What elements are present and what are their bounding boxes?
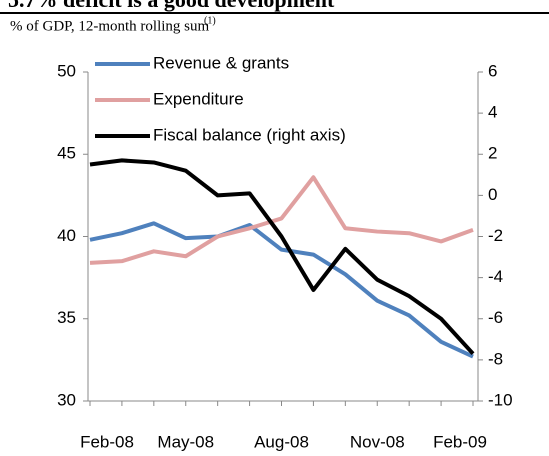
y-tick-label: 50 [57, 61, 76, 80]
x-tick-label: Aug-08 [254, 432, 309, 451]
y-tick-label: 45 [57, 144, 76, 163]
y2-tick-label: 0 [488, 185, 497, 204]
legend-label: Fiscal balance (right axis) [153, 125, 346, 144]
y2-tick-label: -8 [488, 349, 503, 368]
y2-tick-label: -2 [488, 226, 503, 245]
y2-tick-label: 6 [488, 61, 497, 80]
chart-title: 5.7% deficit is a good development [8, 0, 335, 12]
series-line [89, 175, 474, 265]
y2-tick-label: 4 [488, 103, 497, 122]
chart-subtitle: % of GDP, 12-month rolling sum [10, 18, 210, 34]
legend-label: Expenditure [153, 89, 244, 108]
y2-tick-label: -4 [488, 267, 503, 286]
series-line [89, 221, 474, 359]
y-tick-label: 40 [57, 226, 76, 245]
y-tick-label: 30 [57, 390, 76, 409]
y2-tick-label: -10 [488, 390, 513, 409]
x-tick-label: Nov-08 [350, 432, 405, 451]
x-tick-label: Feb-09 [433, 432, 487, 451]
subtitle-note: (1) [204, 15, 216, 26]
y2-tick-label: -6 [488, 308, 503, 327]
x-tick-label: Feb-08 [80, 432, 134, 451]
y-tick-label: 35 [57, 308, 76, 327]
y2-tick-label: 2 [488, 144, 497, 163]
series-line [89, 158, 475, 356]
legend-label: Revenue & grants [153, 53, 289, 72]
x-tick-label: May-08 [157, 432, 214, 451]
